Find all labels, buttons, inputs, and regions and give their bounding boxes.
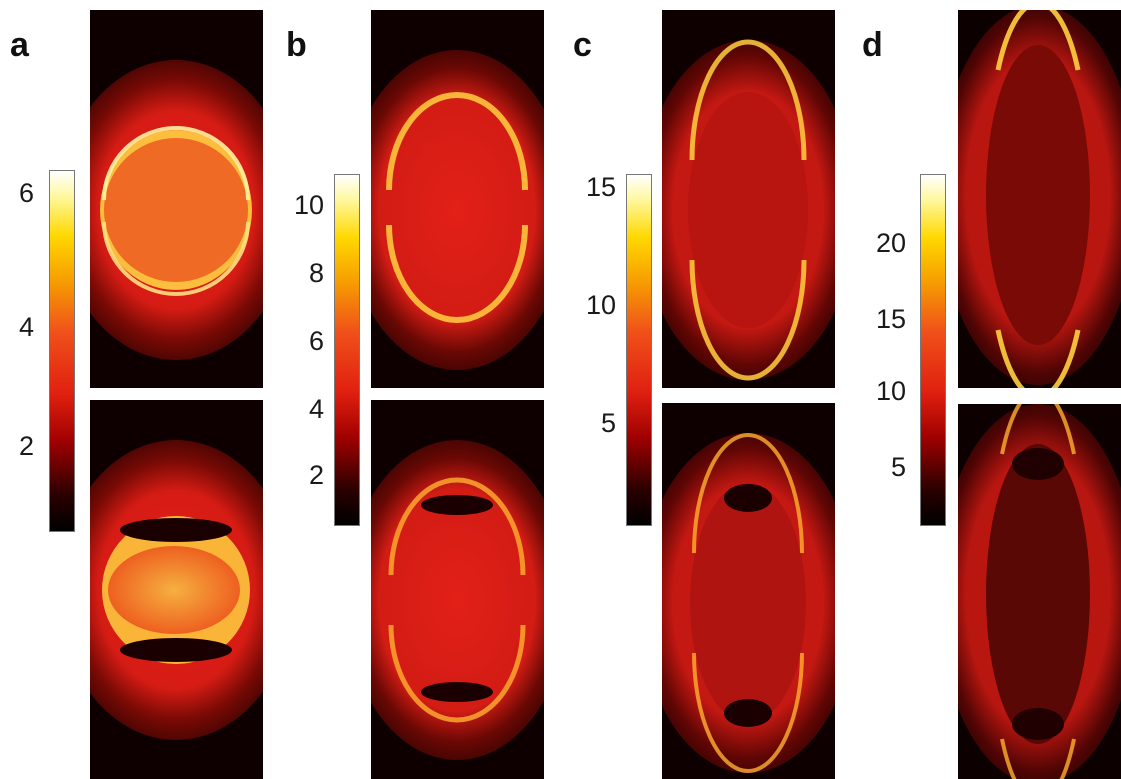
colorbar-b-tick-4: 4 [308, 394, 324, 424]
panel-d-top-image [958, 10, 1121, 388]
colorbar-a-tick-6: 6 [18, 178, 34, 208]
colorbar-d-tick-20: 20 [875, 228, 906, 258]
colorbar-c-tick-5: 5 [600, 408, 616, 438]
colorbar-a-tick-4: 4 [18, 312, 34, 342]
colorbar-c [626, 174, 652, 526]
colorbar-b [334, 174, 360, 526]
panel-a-label: a [10, 26, 29, 64]
colorbar-d-tick-5: 5 [890, 452, 906, 482]
panel-a-bottom-image [90, 400, 263, 779]
colorbar-c-tick-15: 15 [585, 172, 616, 202]
colorbar-a [49, 170, 75, 532]
colorbar-d [920, 174, 946, 526]
colorbar-b-tick-10: 10 [293, 190, 324, 220]
panel-d-label: d [862, 26, 883, 64]
panel-c-label: c [573, 26, 592, 64]
panel-b-label: b [286, 26, 307, 64]
panel-c-top-image [662, 10, 835, 388]
panel-c-bottom-image [662, 403, 835, 779]
panel-b-top-image [371, 10, 544, 388]
colorbar-b-tick-6: 6 [308, 326, 324, 356]
panel-d-bottom-image [958, 404, 1121, 779]
colorbar-c-tick-10: 10 [585, 290, 616, 320]
panel-a-top-image [90, 10, 263, 388]
colorbar-d-tick-15: 15 [875, 304, 906, 334]
colorbar-d-tick-10: 10 [875, 376, 906, 406]
colorbar-b-tick-8: 8 [308, 258, 324, 288]
colorbar-b-tick-2: 2 [308, 460, 324, 490]
panel-b-bottom-image [371, 400, 544, 779]
colorbar-a-tick-2: 2 [18, 431, 34, 461]
